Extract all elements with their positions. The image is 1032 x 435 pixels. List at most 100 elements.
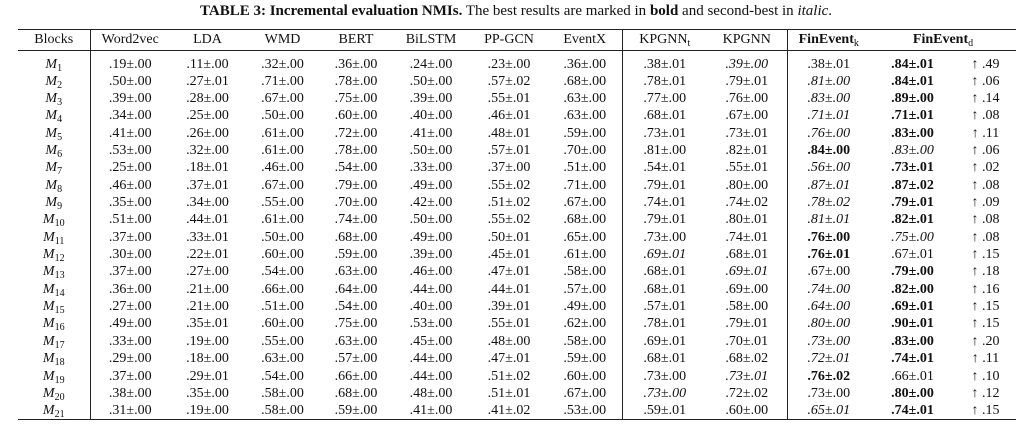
value-text: .32±.00 xyxy=(186,143,229,159)
value-cell: .56±.00 xyxy=(787,160,870,177)
value-text: .60±.00 xyxy=(261,316,304,332)
block-subscript: 14 xyxy=(54,287,65,299)
value-cell: .57±.00 xyxy=(548,281,623,299)
value-text: .87±.01 xyxy=(807,177,851,193)
value-text: .57±.01 xyxy=(487,143,531,159)
value-text: .68±.01 xyxy=(643,264,687,280)
value-text: .37±.00 xyxy=(108,368,152,384)
value-text: .80±.00 xyxy=(891,385,934,401)
block-label: M xyxy=(45,73,58,89)
block-cell: M4 xyxy=(18,107,91,126)
value-text: .82±.00 xyxy=(891,281,934,297)
value-cell: .70±.01 xyxy=(707,333,788,351)
value-cell: .50±.00 xyxy=(392,142,470,159)
value-text: .35±.00 xyxy=(186,385,229,401)
value-text: .33±.00 xyxy=(108,333,152,349)
value-cell: .60±.00 xyxy=(707,402,788,420)
header-text: KPGNN xyxy=(722,32,771,47)
value-text: .72±.02 xyxy=(725,385,769,401)
table-row: M17 .33±.00 .19±.00 .55±.00 .63±.00 .45±.00 .4… xyxy=(18,333,1016,351)
block-cell: M21 xyxy=(18,402,91,420)
value-cell: .45±.00 xyxy=(392,333,470,350)
value-cell: .79±.01 xyxy=(870,194,955,211)
value-cell: .18±.01 xyxy=(170,160,245,177)
block-subscript: 10 xyxy=(54,218,65,230)
block-cell: M6 xyxy=(18,142,91,161)
value-text: .67±.00 xyxy=(261,91,304,107)
value-text: .51±.02 xyxy=(487,368,531,384)
value-cell: .44±.01 xyxy=(170,212,245,229)
value-cell: .74±.00 xyxy=(320,212,392,229)
value-text: .27±.00 xyxy=(186,264,229,280)
value-cell: .41±.00 xyxy=(392,403,470,420)
value-cell: .37±.00 xyxy=(470,160,548,177)
header-text: FinEvent xyxy=(798,32,854,47)
header-text: EventX xyxy=(563,32,607,47)
value-text: .73±.00 xyxy=(643,368,687,384)
value-cell: .59±.00 xyxy=(548,125,623,143)
value-cell: .80±.00 xyxy=(787,316,870,333)
value-text: .66±.00 xyxy=(334,368,378,384)
gain-cell: ↑ .10 xyxy=(971,368,1000,384)
value-cell: .41±.02 xyxy=(470,403,548,420)
value-cell: .57±.02 xyxy=(470,73,548,90)
value-text: .36±.00 xyxy=(563,57,607,72)
table-row: M5 .41±.00 .26±.00 .61±.00 .72±.00 .41±.00 .48… xyxy=(18,125,1016,143)
value-text: .54±.00 xyxy=(261,264,304,280)
table-row: M19 .37±.00 .29±.01 .54±.00 .66±.00 .44±.00 .5… xyxy=(18,367,1016,386)
value-cell: .37±.01 xyxy=(170,177,245,194)
value-text: .40±.00 xyxy=(409,108,453,124)
value-cell: .79±.01 xyxy=(707,315,788,334)
value-text: .34±.00 xyxy=(108,108,152,124)
value-cell: .39±.00 xyxy=(392,90,470,107)
block-label: M xyxy=(45,91,58,107)
value-text: .75±.00 xyxy=(334,316,378,332)
block-cell: M9 xyxy=(18,194,91,212)
value-text: .74±.01 xyxy=(891,402,934,418)
block-cell: M1 xyxy=(18,50,91,74)
value-cell: .87±.01 xyxy=(787,177,870,194)
block-cell: M3 xyxy=(18,90,91,108)
value-text: .59±.01 xyxy=(643,402,687,418)
value-cell: .63±.00 xyxy=(320,333,392,350)
value-cell: .63±.00 xyxy=(548,107,623,126)
value-text: .69±.00 xyxy=(725,281,769,297)
value-text: .51±.00 xyxy=(261,299,304,315)
value-cell: .73±.01 xyxy=(622,125,707,142)
block-label: M xyxy=(42,368,55,384)
value-cell: .39±.00 xyxy=(392,246,470,263)
block-subscript: 2 xyxy=(57,79,63,91)
value-cell: .73±.01 xyxy=(707,125,788,143)
value-cell: .84±.00 xyxy=(787,142,870,159)
table-row: M16 .49±.00 .35±.01 .60±.00 .75±.00 .53±.00 .5… xyxy=(18,315,1016,334)
value-text: .67±.00 xyxy=(725,108,769,124)
block-subscript: 6 xyxy=(57,149,63,161)
value-text: .58±.00 xyxy=(563,333,607,349)
value-text: .19±.00 xyxy=(108,57,152,72)
value-text: .58±.00 xyxy=(261,402,304,418)
value-text: .29±.00 xyxy=(108,351,152,367)
value-cell: .33±.01 xyxy=(170,229,245,246)
value-cell: .25±.00 xyxy=(170,108,245,125)
column-header: PP-GCN xyxy=(470,30,548,51)
value-text: .75±.00 xyxy=(891,229,934,245)
value-cell: .73±.01 xyxy=(870,160,955,177)
value-text: .32±.00 xyxy=(261,57,304,72)
value-text: .39±.01 xyxy=(487,299,531,315)
table-row: M14 .36±.00 .21±.00 .66±.00 .64±.00 .44±.00 .4… xyxy=(18,281,1016,299)
value-text: .58±.00 xyxy=(563,264,607,280)
header-text: KPGNN xyxy=(639,32,688,47)
value-cell: .44±.00 xyxy=(392,351,470,368)
value-cell: .24±.00 xyxy=(392,51,470,74)
value-cell: .57±.00 xyxy=(320,351,392,368)
value-text: .38±.00 xyxy=(108,385,152,401)
value-text: .74±.01 xyxy=(891,351,934,367)
value-cell: .44±.00 xyxy=(392,368,470,385)
value-cell: .82±.01 xyxy=(870,212,955,229)
block-label: M xyxy=(42,299,55,315)
value-cell: .50±.00 xyxy=(392,73,470,90)
value-text: .33±.00 xyxy=(409,160,453,176)
block-label: M xyxy=(42,316,55,332)
value-cell: .44±.01 xyxy=(470,281,548,298)
value-cell: .47±.01 xyxy=(470,264,548,281)
